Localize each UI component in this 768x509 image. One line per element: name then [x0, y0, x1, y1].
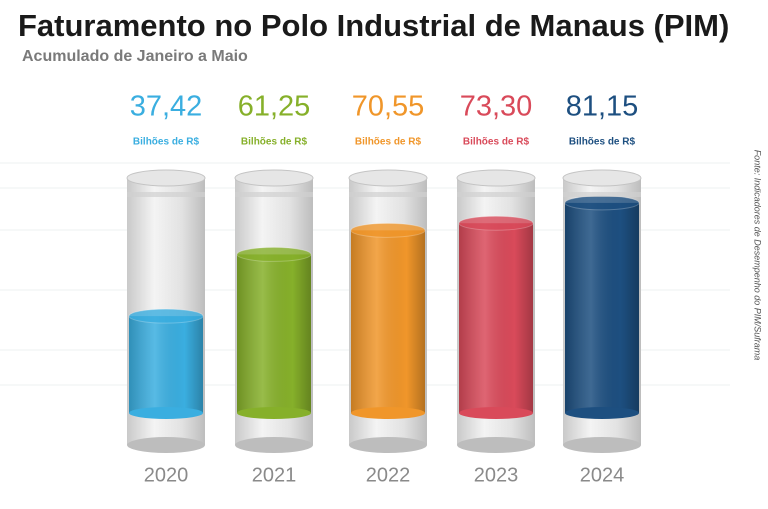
liquid-shade — [565, 202, 639, 413]
tube-top — [562, 169, 642, 187]
tube-top — [456, 169, 536, 187]
unit-label: Bilhões de R$ — [569, 137, 636, 148]
value-label: 73,30 — [460, 91, 533, 123]
liquid-base — [351, 407, 425, 419]
x-tick-label: 2024 — [580, 464, 625, 486]
liquid-shade — [237, 254, 311, 413]
tube-bottom — [457, 437, 535, 453]
liquid-top — [236, 246, 312, 262]
liquid-base — [237, 407, 311, 419]
liquid-shade — [129, 316, 203, 413]
tube-bottom — [235, 437, 313, 453]
chart-title: Faturamento no Polo Industrial de Manaus… — [18, 8, 729, 43]
liquid-shade — [459, 223, 533, 413]
tube-top — [234, 169, 314, 187]
tube-bottom — [127, 437, 205, 453]
tube-ring — [457, 192, 535, 197]
tube-top — [348, 169, 428, 187]
liquid-shade — [351, 230, 425, 413]
unit-label: Bilhões de R$ — [463, 137, 530, 148]
unit-label: Bilhões de R$ — [241, 137, 308, 148]
unit-label: Bilhões de R$ — [355, 137, 422, 148]
liquid-top — [458, 215, 534, 231]
chart-subtitle: Acumulado de Janeiro a Maio — [22, 48, 248, 65]
unit-label: Bilhões de R$ — [133, 137, 200, 148]
value-label: 37,42 — [130, 91, 203, 123]
liquid-top — [128, 308, 204, 324]
tube-ring — [127, 192, 205, 197]
liquid-base — [129, 407, 203, 419]
tube-ring — [235, 192, 313, 197]
x-tick-label: 2021 — [252, 464, 297, 486]
tube-bottom — [349, 437, 427, 453]
liquid-top — [564, 195, 640, 211]
x-tick-label: 2023 — [474, 464, 519, 486]
x-tick-label: 2020 — [144, 464, 189, 486]
liquid-base — [565, 407, 639, 419]
tube-ring — [563, 192, 641, 197]
liquid-top — [350, 222, 426, 238]
x-tick-label: 2022 — [366, 464, 411, 486]
value-label: 61,25 — [238, 91, 311, 123]
value-label: 70,55 — [352, 91, 425, 123]
tube-bottom — [563, 437, 641, 453]
liquid-base — [459, 407, 533, 419]
value-label: 81,15 — [566, 91, 639, 123]
tube-top — [126, 169, 206, 187]
source-note: Fonte: Indicadores de Desempenho do PIM/… — [753, 150, 763, 361]
tube-ring — [349, 192, 427, 197]
